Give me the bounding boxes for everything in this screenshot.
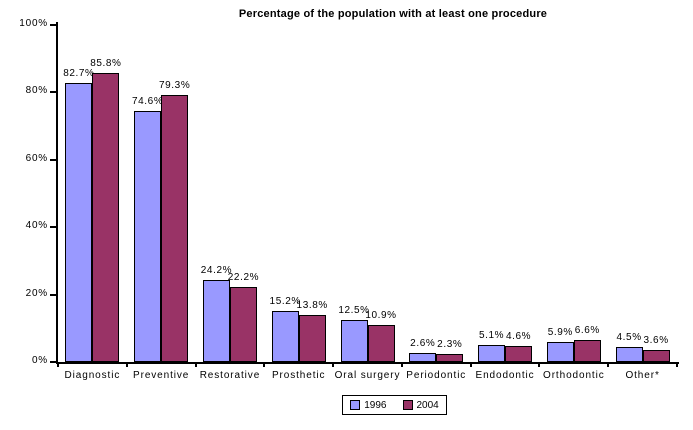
- legend: 1996 2004: [342, 395, 447, 415]
- category-label: Orthodontic: [543, 370, 605, 381]
- chart-title: Percentage of the population with at lea…: [238, 8, 548, 20]
- bar-2004-preventive: [161, 94, 189, 362]
- bar-2004-diagnostic: [92, 72, 120, 362]
- bar-1996-oral-surgery: [340, 319, 368, 362]
- y-tick: [50, 24, 56, 26]
- x-tick: [263, 362, 266, 367]
- x-tick: [194, 362, 197, 367]
- bar-1996-restorative: [202, 280, 230, 362]
- data-label: 2.6%: [410, 338, 436, 350]
- bar-2004-other: [642, 349, 670, 362]
- data-label: 5.9%: [547, 327, 573, 339]
- category-label: Periodontic: [406, 370, 467, 381]
- x-tick: [400, 362, 403, 367]
- legend-item-1996: 1996: [350, 399, 387, 411]
- bar-2004-orthodontic: [573, 339, 601, 362]
- category-label: Oral surgery: [334, 370, 401, 381]
- x-tick: [538, 362, 541, 367]
- legend-item-2004: 2004: [402, 399, 439, 411]
- bar-2004-endodontic: [505, 346, 533, 362]
- bar-1996-orthodontic: [546, 342, 574, 362]
- x-tick: [332, 362, 335, 367]
- data-label: 6.6%: [574, 324, 600, 336]
- y-tick-label: 80%: [25, 85, 48, 97]
- data-label: 3.6%: [643, 334, 669, 346]
- y-tick-label: 60%: [25, 152, 48, 164]
- bar-1996-prosthetic: [271, 310, 299, 362]
- data-label: 4.6%: [505, 331, 532, 343]
- y-tick-label: 20%: [25, 287, 48, 299]
- x-axis-line: [56, 362, 679, 364]
- y-tick-label: 0%: [31, 355, 48, 366]
- bar-1996-endodontic: [478, 344, 506, 362]
- x-tick: [57, 362, 59, 367]
- data-label: 85.8%: [90, 57, 122, 69]
- data-label: 22.2%: [227, 272, 260, 284]
- data-label: 15.2%: [269, 295, 301, 307]
- bar-2004-periodontic: [436, 354, 464, 362]
- y-tick-label: 40%: [25, 220, 48, 232]
- category-label: Endodontic: [475, 370, 535, 381]
- x-tick: [607, 362, 610, 367]
- category-label: Prosthetic: [271, 370, 326, 381]
- data-label: 82.7%: [63, 68, 95, 80]
- legend-swatch-2004: [402, 400, 413, 410]
- legend-label-2004: 2004: [416, 399, 439, 411]
- data-label: 24.2%: [200, 265, 233, 277]
- y-axis-line: [56, 22, 58, 364]
- data-label: 74.6%: [131, 95, 164, 107]
- y-tick: [50, 361, 56, 363]
- category-label: Preventive: [133, 370, 190, 381]
- y-tick: [50, 226, 56, 229]
- data-label: 79.3%: [158, 79, 191, 91]
- bar-2004-restorative: [229, 287, 257, 362]
- data-label: 5.1%: [478, 329, 505, 341]
- data-label: 2.3%: [437, 339, 463, 351]
- data-label: 10.9%: [365, 310, 397, 322]
- y-tick: [50, 91, 56, 94]
- x-tick: [125, 362, 128, 367]
- category-label: Diagnostic: [64, 370, 121, 381]
- y-tick: [50, 293, 56, 296]
- bar-2004-oral-surgery: [367, 325, 395, 362]
- data-label: 12.5%: [338, 304, 370, 316]
- y-tick: [50, 158, 56, 161]
- x-tick: [676, 362, 678, 367]
- bar-1996-periodontic: [409, 353, 437, 362]
- bar-1996-preventive: [134, 110, 162, 362]
- legend-label-1996: 1996: [364, 399, 387, 411]
- bar-1996-other: [615, 346, 643, 362]
- data-label: 4.5%: [616, 331, 642, 343]
- category-label: Restorative: [199, 370, 261, 381]
- bar-2004-prosthetic: [298, 315, 326, 362]
- legend-swatch-1996: [350, 400, 361, 410]
- bar-1996-diagnostic: [65, 83, 93, 362]
- data-label: 13.8%: [296, 300, 328, 312]
- x-tick: [469, 362, 472, 367]
- category-label: Other*: [625, 370, 660, 381]
- y-tick-label: 100%: [19, 18, 48, 29]
